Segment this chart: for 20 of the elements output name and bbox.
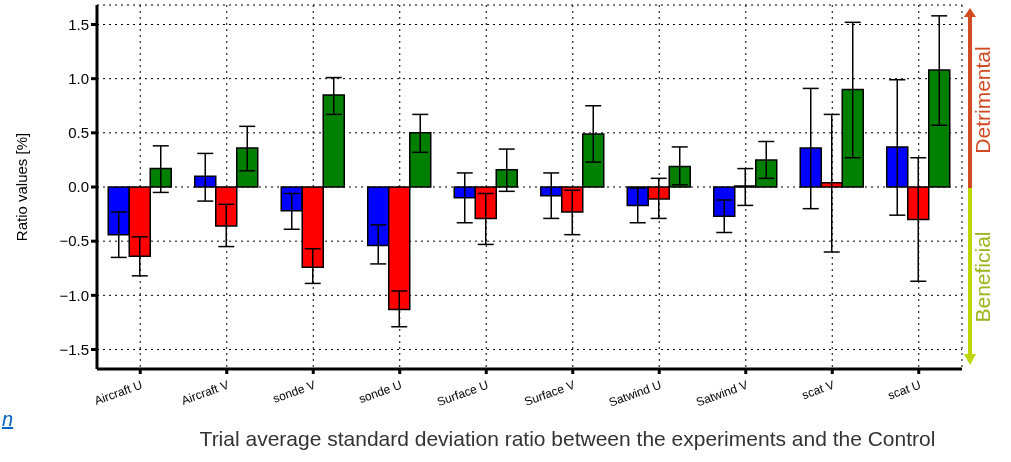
y-tick-label: −1.5 [59,340,89,358]
text: Trial average standard deviation ratio between the experiments and the Control [198,427,937,451]
y-tick-label: 1.5 [68,15,89,33]
x-tick-label: scat U [885,377,923,403]
x-tick-label: Aircraft U [92,377,145,408]
x-tick-label: sonde V [271,377,318,406]
y-tick-label: 0.5 [68,124,89,142]
y-tick-label: −1.0 [59,286,89,304]
text: Detrimental [971,46,995,154]
x-tick-label: scat V [800,377,837,403]
y-tick-label: 1.0 [68,69,89,87]
text: Beneficial [971,231,995,323]
x-tick-label: Aircraft V [179,377,231,408]
y-tick-label: −0.5 [59,232,89,250]
y-axis-title: Ratio values [%] [13,132,31,242]
x-tick-label: sonde U [356,377,404,407]
y-tick-label: 0.0 [68,178,89,196]
text: n [2,408,14,431]
x-tick-label: Surface V [522,377,577,409]
x-tick-label: Surface U [435,377,491,410]
